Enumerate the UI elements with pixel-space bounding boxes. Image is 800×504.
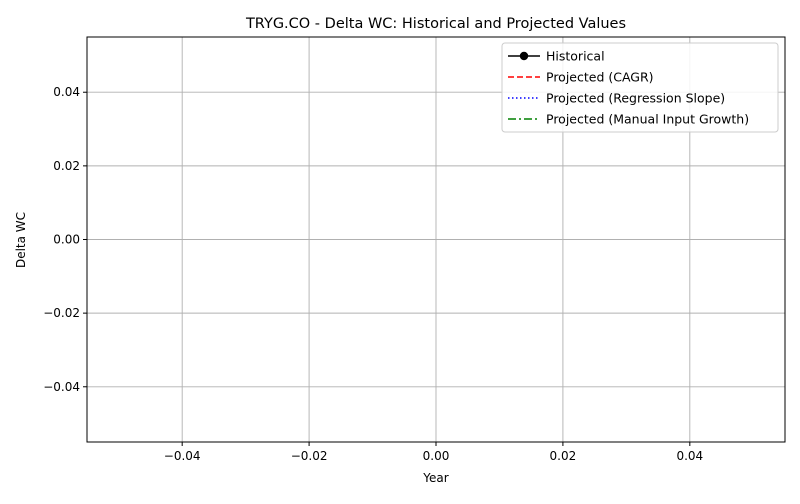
x-tick-label: −0.04 [164, 449, 201, 463]
legend-label: Projected (Regression Slope) [546, 91, 725, 106]
chart-title: TRYG.CO - Delta WC: Historical and Proje… [245, 16, 626, 32]
y-axis-ticks: 0.04 0.02 0.00 −0.02 −0.04 [43, 85, 87, 394]
grid [87, 37, 785, 442]
y-tick-label: 0.04 [53, 85, 80, 99]
x-tick-label: 0.02 [550, 449, 577, 463]
x-tick-label: 0.04 [676, 449, 703, 463]
legend-label: Historical [546, 49, 605, 64]
x-tick-label: −0.02 [291, 449, 328, 463]
legend-box [501, 42, 779, 133]
legend-marker [519, 51, 529, 61]
y-tick-label: 0.00 [53, 233, 80, 247]
legend-label: Projected (Manual Input Growth) [546, 112, 749, 127]
y-tick-label: 0.02 [53, 159, 80, 173]
x-axis-label: Year [422, 471, 448, 485]
legend-label: Projected (CAGR) [546, 70, 654, 85]
legend: Historical Projected (CAGR) Projected (Reg… [501, 42, 779, 133]
y-axis-label: Delta WC [14, 212, 28, 268]
y-tick-label: −0.04 [43, 380, 80, 394]
x-tick-label: 0.00 [423, 449, 450, 463]
x-axis-ticks: −0.04 −0.02 0.00 0.02 0.04 [164, 442, 703, 463]
y-tick-label: −0.02 [43, 306, 80, 320]
